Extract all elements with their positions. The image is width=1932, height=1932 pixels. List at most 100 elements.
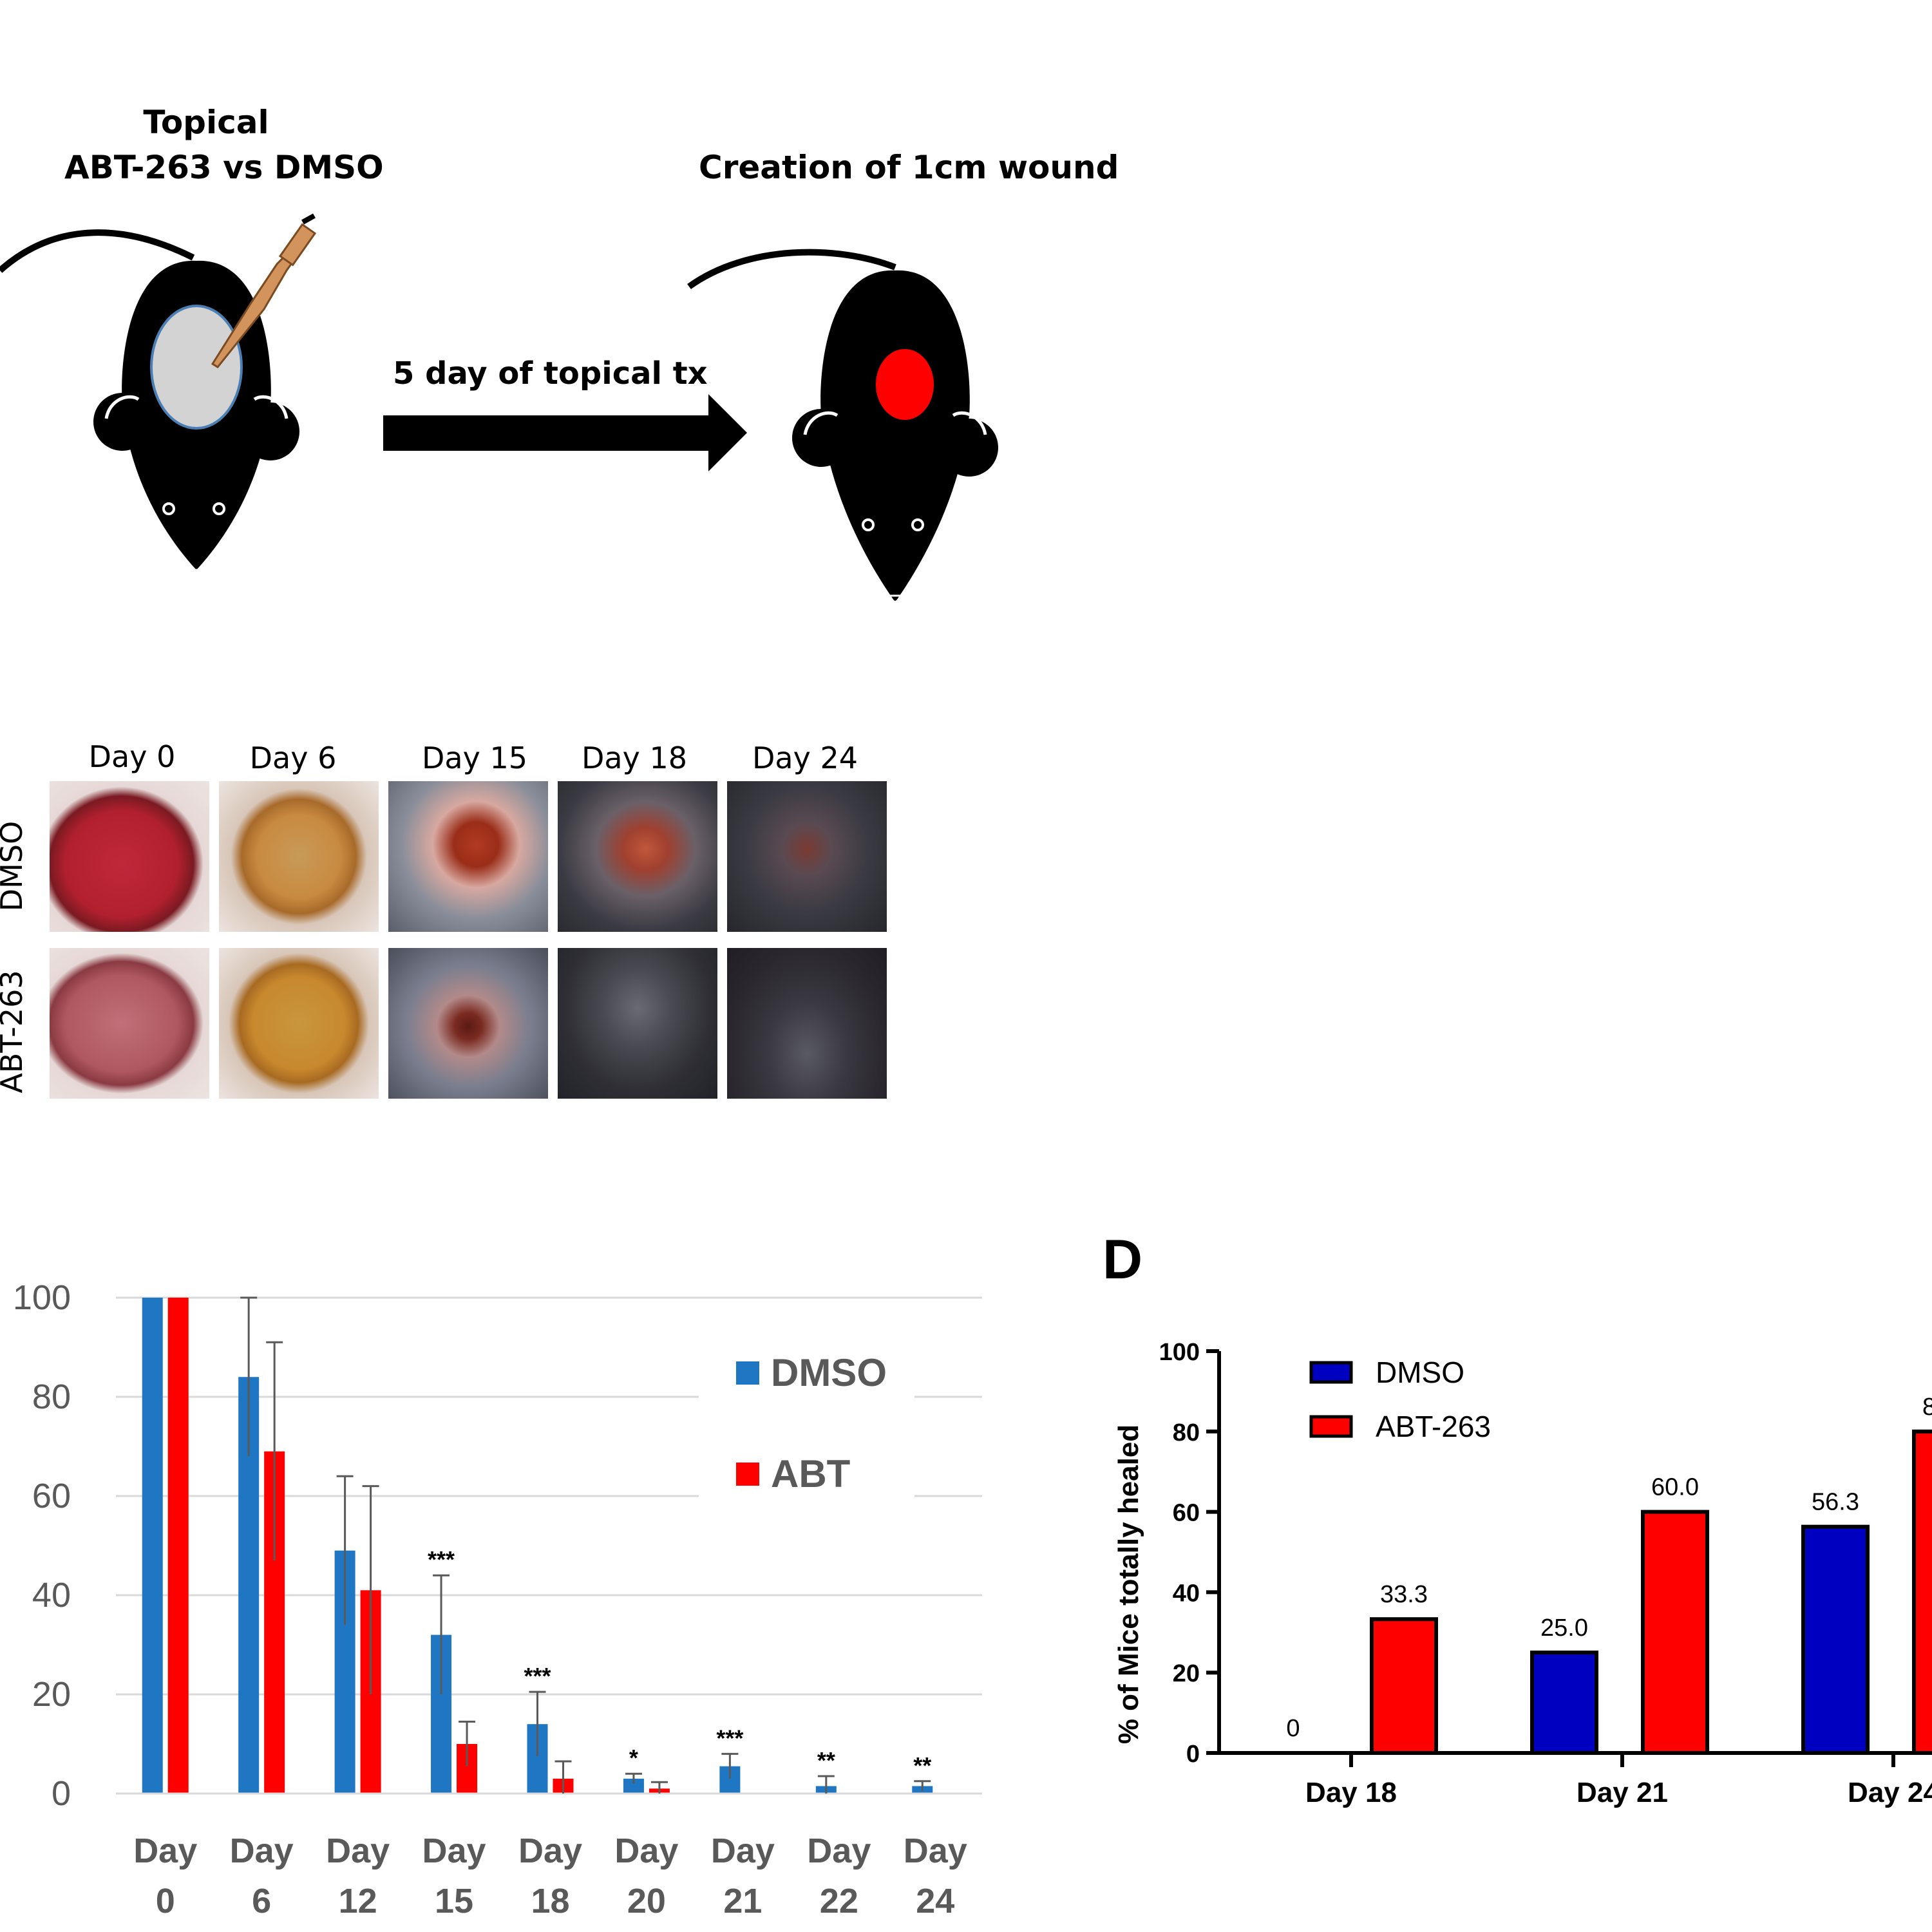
d-value-label: 56.3 bbox=[1812, 1489, 1859, 1516]
photo-abt-day24 bbox=[727, 948, 887, 1099]
d-bar-abt-263 bbox=[1912, 1429, 1932, 1756]
photo-dmso-day24 bbox=[727, 781, 887, 932]
c-x-label-line1: Day bbox=[807, 1832, 871, 1870]
c-x-label-line1: Day bbox=[904, 1832, 967, 1870]
photo-abt-day0 bbox=[50, 948, 209, 1099]
c-significance-marker: * bbox=[629, 1745, 638, 1771]
c-y-tick-label: 40 bbox=[32, 1576, 71, 1615]
arrow-label: 5 day of topical tx bbox=[393, 355, 708, 392]
c-x-label-line2: 22 bbox=[820, 1882, 858, 1920]
d-value-label: 33.3 bbox=[1380, 1581, 1428, 1608]
d-y-tick-label: 40 bbox=[1173, 1580, 1200, 1607]
schematic-title-right: Creation of 1cm wound bbox=[699, 149, 1119, 186]
photo-col-label-0: Day 0 bbox=[88, 739, 176, 774]
d-value-label: 60.0 bbox=[1651, 1474, 1699, 1501]
d-x-label: Day 24 bbox=[1848, 1777, 1932, 1808]
mouse-left bbox=[0, 229, 299, 578]
c-y-tick-label: 20 bbox=[32, 1675, 71, 1714]
c-x-label-line2: 15 bbox=[435, 1882, 473, 1920]
schematic-title-left-line2: ABT-263 vs DMSO bbox=[64, 149, 384, 186]
photo-col-label-1: Day 6 bbox=[249, 741, 337, 775]
mouse-right-tail bbox=[687, 249, 896, 290]
mouse-left-ear-left bbox=[93, 393, 151, 451]
schematic-title-left-line1: Topical bbox=[143, 104, 269, 141]
c-legend-label-dmso: DMSO bbox=[771, 1351, 887, 1394]
mouse-left-ear-right bbox=[242, 402, 299, 460]
schematic-drawing bbox=[0, 213, 998, 603]
c-error-bars bbox=[240, 1296, 931, 1794]
c-x-label-line1: Day bbox=[326, 1832, 390, 1870]
arrow-icon bbox=[383, 394, 747, 471]
c-x-label-line2: 20 bbox=[627, 1882, 666, 1920]
c-x-labels: Day 0 Day 6 Day 12 Day 15 Day 18 Day 20 Day 21 Day 22 Da… bbox=[133, 1832, 967, 1920]
c-y-tick-label: 100 bbox=[13, 1278, 71, 1317]
c-legend-background bbox=[699, 1340, 914, 1507]
photo-dmso-day6 bbox=[219, 781, 379, 932]
d-legend-label-abt: ABT-263 bbox=[1376, 1410, 1491, 1443]
panel-letter-d: D bbox=[1103, 1229, 1142, 1291]
schematic-title-left: Topical ABT-263 vs DMSO bbox=[64, 100, 384, 190]
d-y-ticks: 0 20 40 60 80 100 bbox=[1159, 1339, 1200, 1768]
d-bars bbox=[1370, 1429, 1932, 1756]
c-legend-swatch-abt bbox=[736, 1463, 759, 1486]
pipette-icon bbox=[211, 213, 317, 368]
c-legend-label-abt: ABT bbox=[771, 1452, 850, 1495]
d-legend-swatch-abt bbox=[1309, 1415, 1353, 1438]
mouse-right bbox=[687, 249, 998, 603]
photo-col-label-3: Day 18 bbox=[582, 741, 687, 775]
mouse-right-ear-right bbox=[940, 419, 998, 477]
c-x-label-line2: 0 bbox=[156, 1882, 175, 1920]
d-value-label: 80.0 bbox=[1922, 1394, 1932, 1421]
c-bar-dmso bbox=[623, 1778, 644, 1794]
treated-area bbox=[150, 305, 243, 430]
chart-mice-healed: D % of Mice totally healed 020406080100 … bbox=[1103, 1229, 1932, 1808]
d-x-label: Day 21 bbox=[1577, 1777, 1668, 1808]
c-significance-marker: ** bbox=[913, 1752, 931, 1779]
photo-dmso-day0 bbox=[50, 781, 209, 932]
c-x-label-line1: Day bbox=[133, 1832, 197, 1870]
d-x-labels: Day 18 Day 21 Day 24 bbox=[1305, 1777, 1932, 1808]
mouse-right-body bbox=[820, 270, 970, 602]
photo-dmso-day18 bbox=[558, 781, 717, 932]
mouse-right-ear-left bbox=[792, 409, 850, 467]
c-y-ticks: 0 20 40 60 80 100 bbox=[13, 1278, 71, 1813]
c-x-label-line2: 6 bbox=[252, 1882, 271, 1920]
photo-abt-day6 bbox=[219, 948, 379, 1099]
d-bar-abt-263 bbox=[1641, 1510, 1709, 1756]
d-legend-swatch-dmso bbox=[1309, 1361, 1353, 1384]
d-y-axis-label: % of Mice totally healed bbox=[1113, 1425, 1144, 1744]
d-axes bbox=[1206, 1349, 1932, 1767]
c-x-label-line1: Day bbox=[711, 1832, 775, 1870]
c-significance: ************ ** bbox=[428, 1546, 931, 1779]
d-value-label: 0 bbox=[1286, 1715, 1300, 1742]
c-y-tick-label: 0 bbox=[52, 1774, 71, 1813]
photo-abt-day18 bbox=[558, 948, 717, 1099]
c-x-label-line2: 21 bbox=[723, 1882, 762, 1920]
c-x-label-line2: 18 bbox=[531, 1882, 569, 1920]
c-x-label-line1: Day bbox=[614, 1832, 678, 1870]
d-bar-dmso bbox=[1530, 1651, 1598, 1755]
c-x-label-line1: Day bbox=[230, 1832, 294, 1870]
c-y-tick-label: 60 bbox=[32, 1477, 71, 1515]
d-legend-label-dmso: DMSO bbox=[1376, 1356, 1464, 1389]
photo-dmso-day15 bbox=[388, 781, 548, 932]
c-x-label-line2: 24 bbox=[916, 1882, 954, 1920]
photo-col-label-2: Day 15 bbox=[422, 741, 527, 775]
c-significance-marker: *** bbox=[428, 1546, 455, 1573]
d-value-labels: 0 33.3 25.0 60.0 56.3 80.0 bbox=[1286, 1394, 1932, 1742]
c-x-label-line1: Day bbox=[422, 1832, 486, 1870]
c-significance-marker: ** bbox=[817, 1747, 835, 1774]
photo-row-label-1: ABT-263 bbox=[0, 970, 29, 1094]
mouse-left-tail bbox=[0, 229, 195, 273]
d-y-tick-label: 0 bbox=[1186, 1741, 1200, 1768]
d-y-tick-label: 20 bbox=[1173, 1660, 1200, 1687]
c-legend-swatch-dmso bbox=[736, 1361, 759, 1385]
d-x-label: Day 18 bbox=[1305, 1777, 1397, 1808]
c-bar-dmso bbox=[142, 1298, 163, 1794]
photo-col-label-4: Day 24 bbox=[752, 741, 858, 775]
d-y-tick-label: 100 bbox=[1159, 1339, 1200, 1366]
c-bar-abt bbox=[167, 1298, 189, 1794]
photo-abt-day15 bbox=[388, 948, 548, 1099]
c-x-label-line1: Day bbox=[518, 1832, 582, 1870]
